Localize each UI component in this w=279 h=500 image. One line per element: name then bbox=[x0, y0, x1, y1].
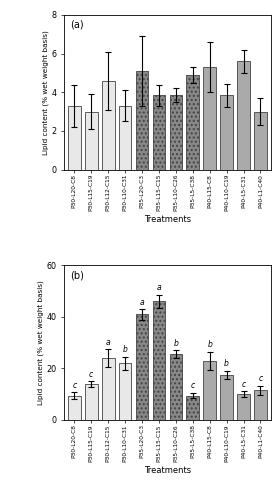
Text: (b): (b) bbox=[70, 270, 84, 280]
Bar bbox=[220, 95, 233, 170]
Bar bbox=[237, 62, 250, 170]
Text: c: c bbox=[89, 370, 93, 379]
Bar bbox=[136, 71, 148, 170]
Text: a: a bbox=[157, 284, 161, 292]
Bar bbox=[254, 112, 267, 170]
Bar bbox=[68, 106, 81, 170]
Bar bbox=[68, 396, 81, 420]
X-axis label: Treatments: Treatments bbox=[144, 466, 191, 475]
Bar bbox=[220, 375, 233, 420]
Bar bbox=[119, 364, 131, 420]
Text: c: c bbox=[72, 381, 76, 390]
Bar bbox=[102, 80, 114, 170]
Bar bbox=[119, 106, 131, 170]
Text: b: b bbox=[207, 340, 212, 349]
Bar bbox=[186, 396, 199, 420]
Bar bbox=[237, 394, 250, 420]
Bar bbox=[254, 390, 267, 420]
Bar bbox=[203, 67, 216, 170]
Text: c: c bbox=[241, 380, 246, 388]
Text: b: b bbox=[224, 360, 229, 368]
Bar bbox=[186, 75, 199, 170]
Y-axis label: Lipid content (% wet weight basis): Lipid content (% wet weight basis) bbox=[42, 30, 49, 154]
Bar bbox=[170, 354, 182, 420]
Bar bbox=[203, 360, 216, 420]
Text: c: c bbox=[258, 374, 263, 383]
Bar bbox=[102, 358, 114, 420]
Text: b: b bbox=[174, 339, 178, 348]
Y-axis label: Lipid content (% wet weight basis): Lipid content (% wet weight basis) bbox=[37, 280, 44, 405]
X-axis label: Treatments: Treatments bbox=[144, 216, 191, 224]
Text: (a): (a) bbox=[70, 20, 84, 30]
Bar bbox=[153, 302, 165, 420]
Text: b: b bbox=[123, 346, 128, 354]
Bar bbox=[136, 314, 148, 420]
Bar bbox=[85, 384, 98, 420]
Bar bbox=[170, 95, 182, 170]
Bar bbox=[85, 112, 98, 170]
Text: c: c bbox=[191, 382, 195, 390]
Bar bbox=[153, 95, 165, 170]
Text: a: a bbox=[140, 298, 144, 306]
Text: a: a bbox=[106, 338, 110, 346]
